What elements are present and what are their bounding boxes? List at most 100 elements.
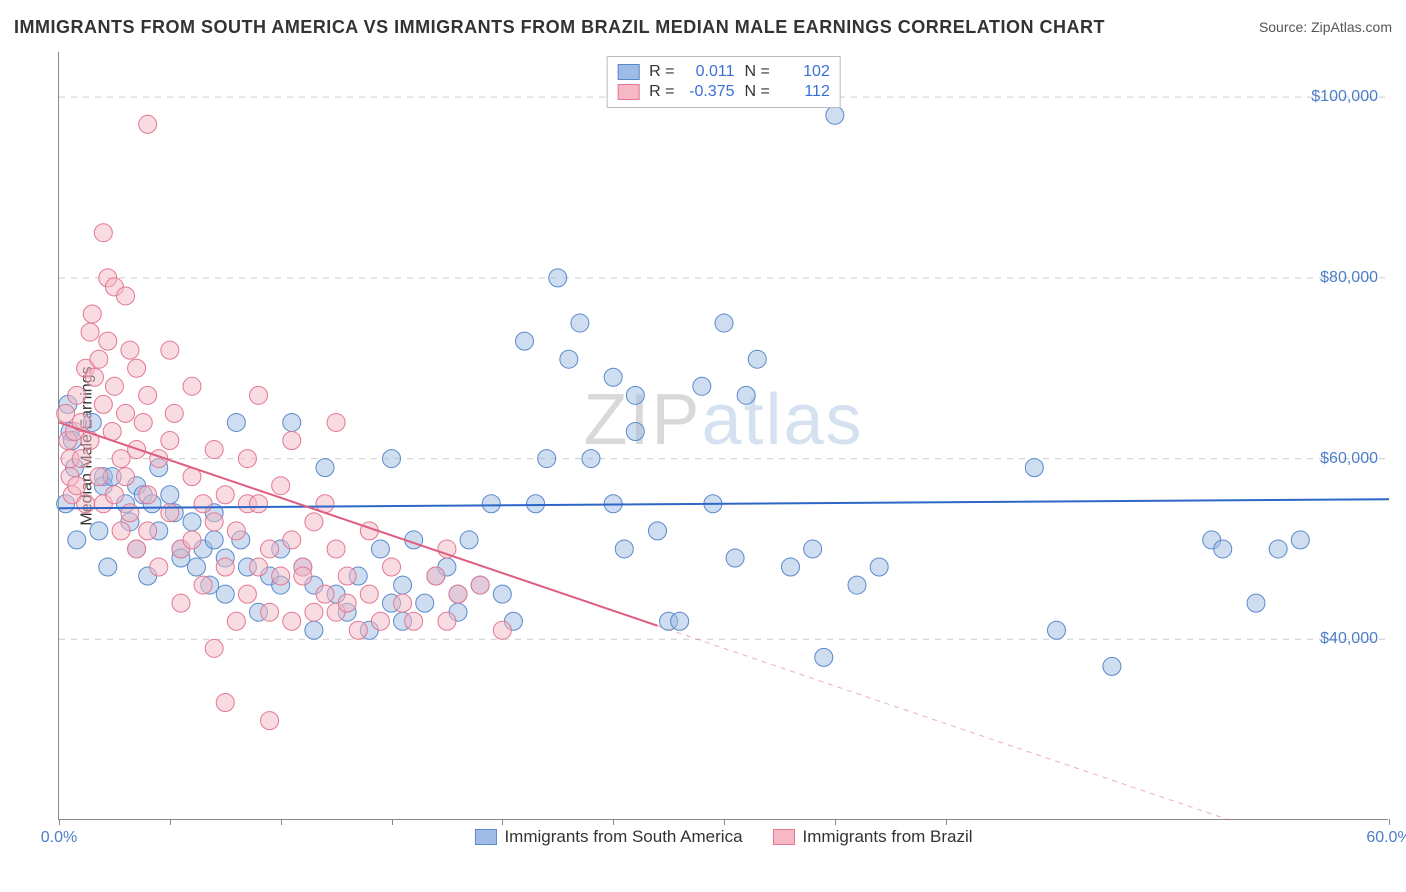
scatter-point <box>161 432 179 450</box>
scatter-point <box>227 413 245 431</box>
scatter-point <box>99 332 117 350</box>
scatter-point <box>826 106 844 124</box>
scatter-point <box>139 386 157 404</box>
n-label: N = <box>745 63 770 81</box>
plot-area: ZIPatlas R =0.011N =102R =-0.375N =112 I… <box>58 52 1388 820</box>
scatter-point <box>582 450 600 468</box>
scatter-point <box>261 712 279 730</box>
scatter-point <box>1103 657 1121 675</box>
legend-item: Immigrants from South America <box>474 827 742 847</box>
scatter-point <box>216 486 234 504</box>
scatter-point <box>1269 540 1287 558</box>
legend-swatch <box>617 84 639 100</box>
r-label: R = <box>649 63 674 81</box>
scatter-point <box>165 404 183 422</box>
scatter-point <box>205 513 223 531</box>
scatter-point <box>748 350 766 368</box>
scatter-point <box>1048 621 1066 639</box>
scatter-point <box>383 558 401 576</box>
x-tick-label-left: 0.0% <box>41 829 77 847</box>
scatter-point <box>139 486 157 504</box>
scatter-point <box>815 648 833 666</box>
plot-svg <box>59 52 1388 819</box>
scatter-point <box>68 386 86 404</box>
scatter-point <box>85 368 103 386</box>
scatter-point <box>68 531 86 549</box>
scatter-point <box>870 558 888 576</box>
scatter-point <box>128 540 146 558</box>
scatter-point <box>227 612 245 630</box>
scatter-point <box>516 332 534 350</box>
x-tick <box>281 819 282 825</box>
scatter-point <box>626 422 644 440</box>
scatter-point <box>338 594 356 612</box>
scatter-point <box>205 531 223 549</box>
scatter-point <box>121 504 139 522</box>
scatter-point <box>305 621 323 639</box>
scatter-point <box>493 621 511 639</box>
scatter-point <box>216 694 234 712</box>
scatter-point <box>327 413 345 431</box>
scatter-point <box>250 386 268 404</box>
scatter-point <box>449 585 467 603</box>
scatter-point <box>693 377 711 395</box>
scatter-point <box>615 540 633 558</box>
scatter-point <box>72 450 90 468</box>
scatter-point <box>90 468 108 486</box>
scatter-point <box>161 341 179 359</box>
x-tick <box>392 819 393 825</box>
scatter-point <box>349 621 367 639</box>
scatter-point <box>305 603 323 621</box>
scatter-point <box>383 450 401 468</box>
scatter-point <box>83 305 101 323</box>
scatter-point <box>283 612 301 630</box>
scatter-point <box>112 522 130 540</box>
scatter-point <box>194 576 212 594</box>
scatter-point <box>360 585 378 603</box>
trend-line-dashed <box>658 626 1230 820</box>
scatter-point <box>848 576 866 594</box>
scatter-point <box>194 495 212 513</box>
scatter-point <box>272 477 290 495</box>
scatter-point <box>90 350 108 368</box>
scatter-point <box>782 558 800 576</box>
scatter-point <box>460 531 478 549</box>
scatter-point <box>1291 531 1309 549</box>
scatter-point <box>139 522 157 540</box>
scatter-point <box>172 594 190 612</box>
y-tick-label: $100,000 <box>1311 88 1378 106</box>
scatter-point <box>649 522 667 540</box>
scatter-point <box>238 585 256 603</box>
scatter-point <box>250 495 268 513</box>
scatter-point <box>416 594 434 612</box>
scatter-point <box>238 450 256 468</box>
n-value: 102 <box>780 63 830 81</box>
x-tick <box>835 819 836 825</box>
scatter-point <box>77 495 95 513</box>
n-label: N = <box>745 83 770 101</box>
x-tick <box>1389 819 1390 825</box>
scatter-point <box>161 486 179 504</box>
scatter-point <box>394 576 412 594</box>
scatter-point <box>405 612 423 630</box>
scatter-point <box>804 540 822 558</box>
scatter-point <box>205 441 223 459</box>
x-tick <box>170 819 171 825</box>
y-tick-label: $60,000 <box>1320 450 1378 468</box>
x-tick <box>613 819 614 825</box>
source-label: Source: ZipAtlas.com <box>1259 19 1392 35</box>
scatter-point <box>316 585 334 603</box>
scatter-point <box>81 323 99 341</box>
scatter-point <box>117 468 135 486</box>
scatter-point <box>671 612 689 630</box>
legend-label: Immigrants from South America <box>504 827 742 847</box>
scatter-point <box>139 115 157 133</box>
scatter-point <box>90 522 108 540</box>
scatter-point <box>538 450 556 468</box>
scatter-point <box>1247 594 1265 612</box>
scatter-point <box>305 513 323 531</box>
legend-swatch <box>617 64 639 80</box>
r-label: R = <box>649 83 674 101</box>
scatter-point <box>427 567 445 585</box>
scatter-point <box>482 495 500 513</box>
